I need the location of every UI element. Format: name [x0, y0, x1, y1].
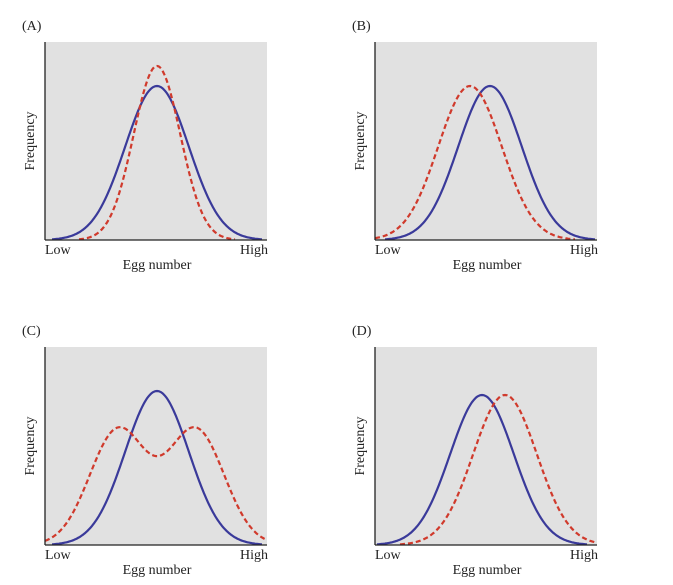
x-high-label: High	[570, 548, 598, 563]
x-axis-label: Egg number	[123, 258, 192, 273]
curve-dashed	[399, 393, 598, 546]
x-axis-label: Egg number	[453, 563, 522, 578]
y-axis-label: Frequency	[353, 416, 368, 475]
curve-dashed	[374, 84, 575, 241]
x-low-label: Low	[375, 243, 402, 258]
x-low-label: Low	[45, 243, 72, 258]
y-axis-label: Frequency	[23, 111, 38, 170]
panel-label: (C)	[22, 324, 41, 339]
curve-solid	[52, 389, 262, 546]
panel-label: (B)	[352, 19, 371, 34]
curve-dashed	[78, 64, 236, 241]
x-low-label: Low	[375, 548, 402, 563]
curve-dashed	[44, 426, 268, 542]
x-high-label: High	[570, 243, 598, 258]
panel-label: (A)	[22, 19, 42, 34]
x-high-label: High	[240, 243, 268, 258]
plot-area	[375, 347, 597, 545]
y-axis-label: Frequency	[353, 111, 368, 170]
curve-solid	[385, 84, 595, 241]
x-low-label: Low	[45, 548, 72, 563]
y-axis-label: Frequency	[23, 416, 38, 475]
plot-area	[375, 42, 597, 240]
panel-label: (D)	[352, 324, 372, 339]
curve-solid	[52, 84, 262, 241]
curve-solid	[376, 393, 588, 546]
plot-area	[45, 42, 267, 240]
x-axis-label: Egg number	[123, 563, 192, 578]
x-axis-label: Egg number	[453, 258, 522, 273]
plot-area	[45, 347, 267, 545]
x-high-label: High	[240, 548, 268, 563]
